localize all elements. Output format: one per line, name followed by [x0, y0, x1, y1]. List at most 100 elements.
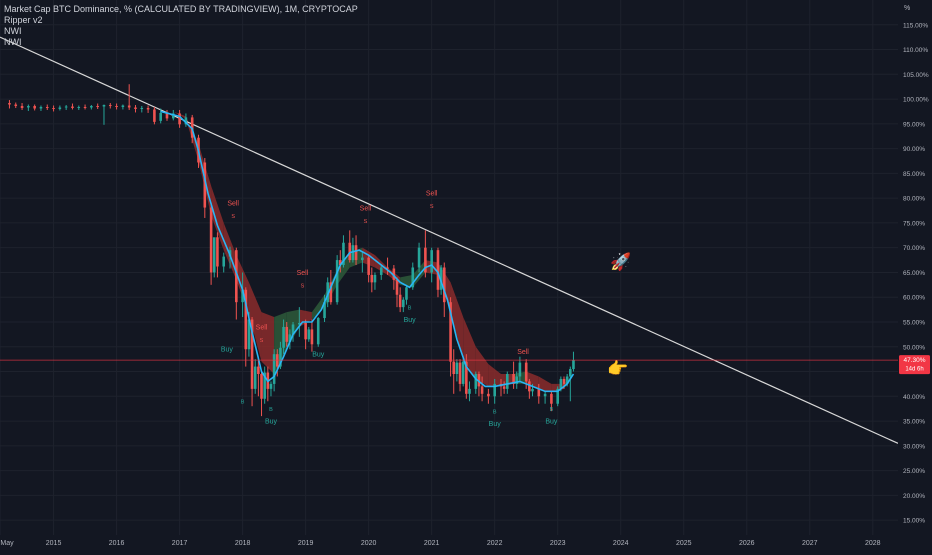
candle-body — [178, 113, 181, 125]
candle-body — [417, 247, 421, 268]
band-segment — [248, 282, 262, 362]
candle-body — [569, 369, 572, 377]
candles-layer — [8, 84, 575, 417]
candle-body — [338, 260, 342, 266]
candle-body — [361, 257, 364, 261]
candle-body — [386, 267, 389, 269]
candle-body — [184, 117, 188, 125]
x-axis-panel[interactable] — [0, 535, 932, 550]
candle-body — [121, 105, 125, 107]
indicator-ripper[interactable]: Ripper v2 — [4, 15, 43, 25]
candle-body — [458, 362, 462, 384]
buy-signal-label: Buy — [404, 317, 417, 324]
candle-body — [241, 289, 244, 303]
price-badge[interactable] — [899, 355, 930, 375]
candle-body — [411, 267, 415, 288]
candle-body — [326, 282, 329, 303]
y-axis-header: % — [904, 5, 910, 12]
candle-body — [45, 107, 49, 108]
candle-body — [468, 388, 471, 394]
candle-body — [512, 374, 515, 384]
sell-signal-label: Sell — [360, 206, 372, 213]
x-tick-label: 2025 — [676, 540, 692, 547]
candle-body — [33, 106, 36, 109]
candle-body — [298, 322, 301, 325]
trendline-layer[interactable] — [0, 36, 899, 444]
trendline[interactable] — [0, 36, 899, 444]
sell-marker: S — [364, 219, 368, 225]
candle-body — [83, 107, 87, 108]
candle-body — [165, 112, 169, 119]
band-segment — [337, 252, 350, 285]
y-tick-label: 25.00% — [903, 468, 925, 475]
candle-body — [159, 112, 162, 121]
y-tick-label: 70.00% — [903, 245, 925, 252]
candle-body — [398, 294, 402, 308]
y-tick-label: 55.00% — [903, 319, 925, 326]
buy-signal-label: Buy — [545, 419, 558, 426]
candle-body — [556, 388, 560, 404]
y-tick-label: 50.00% — [903, 344, 925, 351]
candle-body — [222, 256, 226, 267]
candle-body — [212, 237, 216, 273]
candle-body — [146, 107, 150, 110]
x-tick-label: 2023 — [550, 540, 566, 547]
candle-body — [20, 106, 24, 108]
y-tick-label: 110.00% — [903, 47, 928, 54]
sell-marker: S — [301, 283, 305, 289]
candle-body — [153, 109, 156, 122]
x-tick-label: May — [0, 540, 14, 547]
chart-legend[interactable]: Market Cap BTC Dominance, % (CALCULATED … — [4, 4, 358, 48]
candle-body — [335, 260, 339, 303]
x-tick-label: 2019 — [298, 540, 314, 547]
candle-body — [291, 324, 295, 335]
candle-body — [461, 361, 465, 384]
buy-signal-label: Buy — [489, 421, 502, 428]
candle-body — [449, 302, 452, 362]
sell-signal-label: Sell — [426, 191, 438, 198]
y-tick-label: 60.00% — [903, 295, 925, 302]
y-tick-label: 85.00% — [903, 171, 925, 178]
band-segment — [261, 312, 275, 375]
candle-body — [285, 326, 289, 342]
candle-body — [260, 374, 263, 399]
candle-body — [562, 378, 566, 384]
candle-body — [518, 362, 522, 377]
band-segment — [538, 376, 552, 393]
buy-signal-label: Buy — [265, 419, 278, 426]
rocket-icon: 🚀 — [610, 252, 631, 272]
band-segment — [311, 294, 325, 320]
sell-signal-label: Sell — [297, 270, 309, 277]
candle-body — [64, 106, 68, 108]
y-tick-label: 75.00% — [903, 220, 925, 227]
candle-body — [108, 105, 112, 107]
y-tick-label: 90.00% — [903, 146, 925, 153]
candle-body — [171, 113, 175, 119]
candle-body — [430, 250, 433, 273]
indicator-nwi-1[interactable]: NWI — [4, 26, 22, 36]
candle-body — [524, 362, 528, 382]
candle-body — [209, 207, 213, 273]
buy-marker: B — [269, 407, 273, 413]
sell-signal-label: Sell — [227, 201, 239, 208]
band-segment — [488, 364, 501, 387]
indicator-nwi-2[interactable]: NWI — [4, 37, 22, 47]
candle-body — [543, 393, 547, 397]
candle-body — [373, 274, 377, 283]
x-tick-label: 2016 — [109, 540, 125, 547]
y-tick-label: 35.00% — [903, 419, 925, 426]
y-tick-label: 20.00% — [903, 493, 925, 500]
candle-body — [502, 386, 506, 389]
symbol-title[interactable]: Market Cap BTC Dominance, % (CALCULATED … — [4, 4, 358, 14]
y-axis-panel[interactable] — [898, 0, 932, 550]
candle-body — [247, 319, 251, 350]
y-tick-label: 115.00% — [903, 22, 928, 29]
candle-body — [288, 334, 292, 342]
band-segment — [412, 260, 426, 288]
candle-body — [439, 267, 443, 290]
x-tick-label: 2020 — [361, 540, 377, 547]
candle-body — [487, 393, 490, 397]
